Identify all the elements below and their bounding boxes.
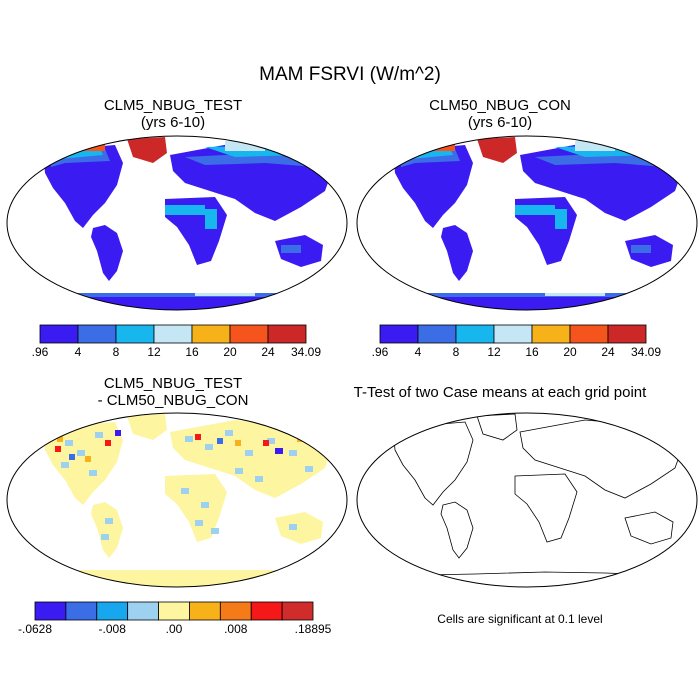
colorbar-label: .00 <box>166 622 183 636</box>
colorbar-box <box>493 324 533 344</box>
field-layer <box>25 414 335 587</box>
colorbar-label: -.008 <box>99 622 127 636</box>
colorbar-box <box>65 601 98 621</box>
panel-1-title-line1: CLM5_NBUG_TEST <box>103 97 243 114</box>
map-boundary <box>6 135 348 311</box>
panel-2-title-line1: CLM50_NBUG_CON <box>429 97 571 114</box>
colorbar-label: .008 <box>224 622 248 636</box>
colorbar-box <box>569 324 609 344</box>
colorbar-box <box>417 324 457 344</box>
map-boundary <box>6 412 348 588</box>
field-layer <box>25 137 335 310</box>
colorbar-label: 12 <box>147 345 161 359</box>
colorbar-box <box>158 601 190 621</box>
colorbar-box <box>189 601 221 621</box>
colorbar-box <box>96 601 129 621</box>
colorbar-label: 8 <box>453 345 460 359</box>
colorbar-box <box>250 601 283 621</box>
colorbar-label: 24 <box>601 345 615 359</box>
field-layer <box>375 137 685 310</box>
colorbar-box <box>115 324 155 344</box>
colorbar-label: -.0628 <box>18 622 52 636</box>
colorbar-label: .18895 <box>295 622 332 636</box>
colorbar-difference: -.0628 -.008 .00 .008 .18895 <box>18 601 332 636</box>
map-panel-difference <box>6 412 348 588</box>
colorbar-label: 34.09 <box>291 345 321 359</box>
colorbar-box <box>39 324 79 344</box>
colorbar-label: 20 <box>223 345 237 359</box>
panel-1-title: CLM5_NBUG_TEST (yrs 6-10) <box>28 97 318 131</box>
map-boundary <box>356 135 698 311</box>
panel-2-title-line2: (yrs 6-10) <box>467 114 533 131</box>
colorbar-label: 4 <box>75 345 82 359</box>
significance-footnote: Cells are significant at 0.1 level <box>437 612 603 626</box>
map-panel-test <box>6 135 348 311</box>
panel-4-title: T-Test of two Case means at each grid po… <box>353 384 647 401</box>
colorbar-label: .96 <box>32 345 49 359</box>
colorbar-box <box>34 601 67 621</box>
colorbar-box <box>191 324 231 344</box>
colorbar-box <box>153 324 193 344</box>
colorbar-box <box>281 601 314 621</box>
colorbar-test: .96 4 8 12 16 20 24 34.09 <box>32 324 321 359</box>
colorbar-box <box>607 324 647 344</box>
colorbar-label: 24 <box>261 345 275 359</box>
panel-2-title: CLM50_NBUG_CON (yrs 6-10) <box>355 97 645 131</box>
colorbar-box <box>127 601 159 621</box>
colorbar-box <box>267 324 307 344</box>
colorbar-label: .96 <box>372 345 389 359</box>
panel-3-title: CLM5_NBUG_TEST - CLM50_NBUG_CON <box>28 375 318 409</box>
colorbar-box <box>229 324 269 344</box>
colorbar-label: 4 <box>415 345 422 359</box>
colorbar-label: 20 <box>563 345 577 359</box>
colorbar-box <box>219 601 252 621</box>
panel-3-title-line1: CLM5_NBUG_TEST <box>103 375 243 392</box>
map-panel-control <box>356 135 698 311</box>
colorbar-label: 16 <box>185 345 199 359</box>
panel-3-title-line2: - CLM50_NBUG_CON <box>97 392 249 409</box>
colorbar-box <box>77 324 117 344</box>
colorbar-box <box>531 324 571 344</box>
map-panel-ttest <box>356 412 698 588</box>
colorbar-label: 34.09 <box>631 345 661 359</box>
panel-1-title-line2: (yrs 6-10) <box>140 114 206 131</box>
colorbar-box <box>455 324 495 344</box>
map-boundary <box>356 412 698 588</box>
figure-title: MAM FSRVI (W/m^2) <box>259 64 441 85</box>
colorbar-label: 8 <box>113 345 120 359</box>
colorbar-box <box>379 324 419 344</box>
colorbar-label: 16 <box>525 345 539 359</box>
colorbar-label: 12 <box>487 345 501 359</box>
coastline-layer <box>374 413 686 577</box>
colorbar-control: .96 4 8 12 16 20 24 34.09 <box>372 324 661 359</box>
